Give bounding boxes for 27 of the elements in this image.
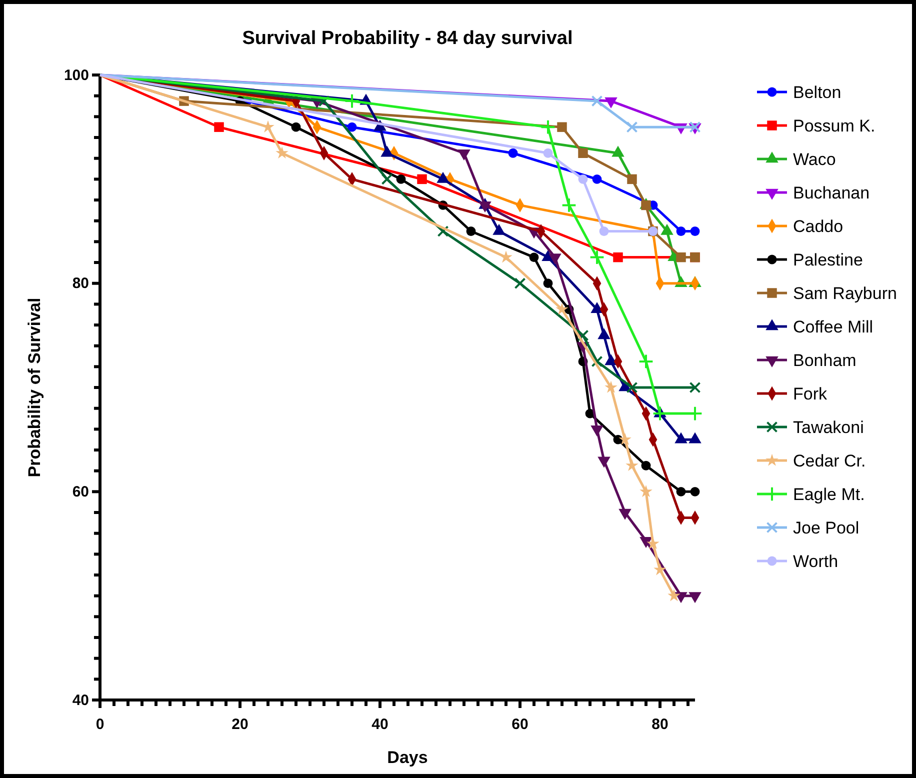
legend-label: Worth xyxy=(793,552,838,571)
y-tick-label: 100 xyxy=(64,66,89,84)
legend-label: Eagle Mt. xyxy=(793,485,865,504)
legend-label: Possum K. xyxy=(793,116,876,136)
y-axis-title: Probability of Survival xyxy=(25,298,44,478)
x-tick-label: 60 xyxy=(512,716,528,733)
legend-label: Cedar Cr. xyxy=(793,452,866,470)
x-axis-title: Days xyxy=(387,748,428,767)
y-tick-label: 80 xyxy=(72,275,89,292)
legend-label: Belton xyxy=(793,83,842,102)
y-tick-label: 40 xyxy=(72,692,89,709)
x-tick-label: 40 xyxy=(372,716,388,733)
legend-label: Tawakoni xyxy=(793,418,864,437)
y-tick-label: 60 xyxy=(72,483,89,500)
legend-label: Bonham xyxy=(793,351,856,370)
legend-label: Joe Pool xyxy=(793,518,860,538)
x-tick-label: 0 xyxy=(96,716,104,733)
chart-title: Survival Probability - 84 day survival xyxy=(242,28,573,49)
legend-label: Coffee Mill xyxy=(793,318,873,336)
legend-label: Waco xyxy=(793,150,836,169)
x-tick-label: 80 xyxy=(652,716,668,733)
legend-label: Fork xyxy=(793,384,828,404)
x-tick-label: 20 xyxy=(232,716,248,733)
legend-label: Palestine xyxy=(793,250,863,270)
legend-label: Caddo xyxy=(793,217,844,236)
legend-label: Buchanan xyxy=(793,184,870,202)
legend-label: Sam Rayburn xyxy=(793,284,897,303)
